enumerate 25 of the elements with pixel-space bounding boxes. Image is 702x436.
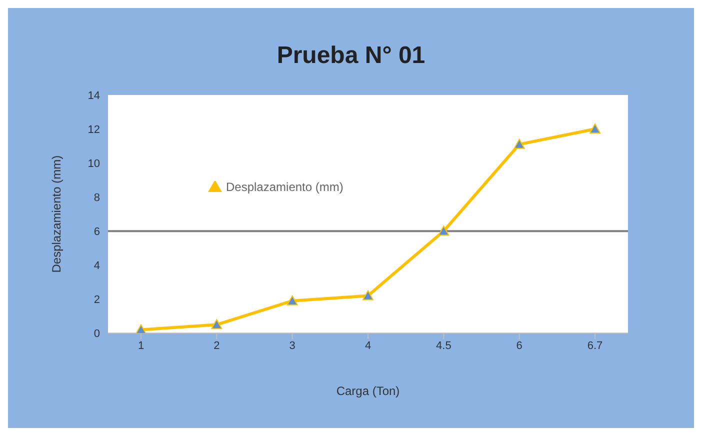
x-tick-label: 4 xyxy=(364,340,372,352)
x-tick-label: 6.7 xyxy=(587,340,603,352)
y-tick-label: 14 xyxy=(88,90,100,102)
y-axis-title: Desplazamiento (mm) xyxy=(49,155,64,273)
y-tick-label: 8 xyxy=(94,192,100,204)
x-tick-label: 1 xyxy=(138,340,144,352)
y-tick-label: 6 xyxy=(94,226,100,238)
point xyxy=(438,226,450,236)
x-tick-label: 4.5 xyxy=(436,340,452,352)
x-tick-label: 2 xyxy=(214,340,220,352)
x-tick-label: 6 xyxy=(516,340,522,352)
point xyxy=(514,138,525,149)
point xyxy=(590,124,600,134)
y-tick-label: 4 xyxy=(94,260,100,272)
y-tick-label: 2 xyxy=(94,294,100,306)
x-axis-title: Carga (Ton) xyxy=(336,384,400,398)
chart-title: Prueba N° 01 xyxy=(276,42,426,70)
point xyxy=(362,290,374,300)
point xyxy=(286,295,298,306)
y-tick-label: 0 xyxy=(94,328,100,340)
legend-label: Desplazamiento (mm) xyxy=(226,180,344,194)
y-tick-label: 12 xyxy=(88,124,100,136)
y-tick-label: 10 xyxy=(88,158,100,170)
point xyxy=(211,319,222,330)
x-tick-label: 3 xyxy=(289,340,296,352)
